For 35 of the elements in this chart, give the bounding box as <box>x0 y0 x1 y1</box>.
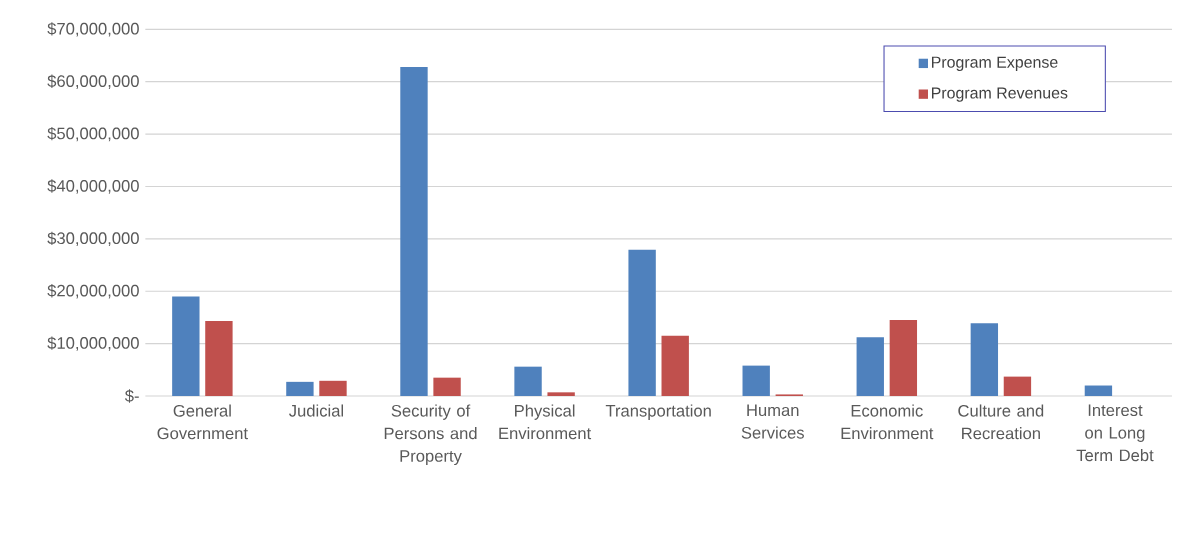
x-tick-label: Judicial <box>289 404 344 417</box>
bar <box>856 337 884 396</box>
y-tick-label: $60,000,000 <box>47 74 139 89</box>
y-tick-label: $10,000,000 <box>47 336 139 351</box>
bar <box>1003 376 1032 396</box>
y-tick-label: $50,000,000 <box>47 126 139 142</box>
bar <box>514 366 542 396</box>
y-tick-label: $40,000,000 <box>47 179 139 194</box>
bar <box>742 365 770 396</box>
bar <box>661 335 689 396</box>
bar <box>286 381 314 396</box>
y-tick-label: $- <box>124 389 139 403</box>
x-tick-label: Physical Environment <box>499 404 592 440</box>
x-tick-label: Culture and Recreation <box>958 404 1044 440</box>
bar <box>172 296 200 396</box>
x-tick-label: Security of Persons and Property <box>384 404 477 465</box>
legend-label: Program Expense <box>932 56 1058 71</box>
bar <box>547 392 575 396</box>
bar <box>319 380 347 396</box>
x-tick-label: General Government <box>157 404 248 440</box>
y-tick-label: $70,000,000 <box>47 21 139 37</box>
bar <box>628 249 656 396</box>
bar <box>400 66 428 396</box>
bar <box>433 377 461 396</box>
x-tick-label: Interest on Long Term Debt <box>1076 404 1154 462</box>
x-tick-label: Transportation <box>605 404 711 420</box>
x-tick-label: Human Services <box>741 404 804 439</box>
y-tick-label: $30,000,000 <box>47 231 139 246</box>
y-tick-label: $20,000,000 <box>47 283 139 299</box>
x-tick-label: Economic Environment <box>841 404 934 440</box>
legend-label: Program Revenues <box>932 87 1068 102</box>
bar <box>205 320 233 396</box>
bar <box>1084 385 1113 396</box>
bar <box>970 323 999 396</box>
bar <box>889 319 918 396</box>
